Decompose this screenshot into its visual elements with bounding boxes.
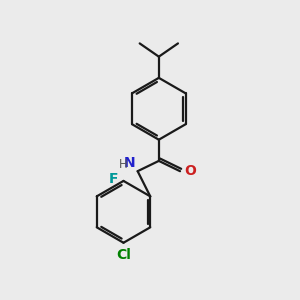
Text: F: F xyxy=(109,172,118,186)
Text: H: H xyxy=(118,158,127,171)
Text: O: O xyxy=(184,164,196,178)
Text: N: N xyxy=(124,156,135,170)
Text: Cl: Cl xyxy=(116,248,131,262)
